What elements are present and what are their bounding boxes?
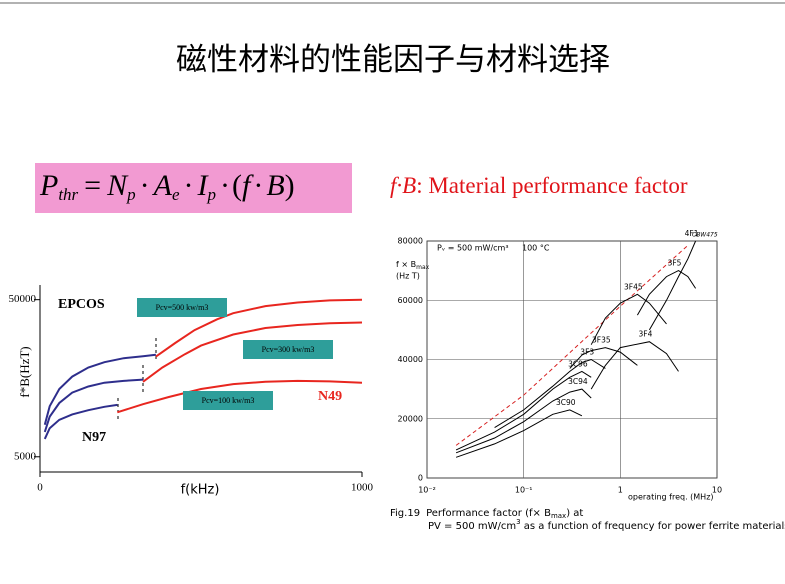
caption-part: Performance factor (f× B [426,508,551,519]
material-label: N49 [318,389,342,404]
definition: f·B: Material performance factor [390,173,688,198]
formula-box [35,163,352,213]
x-tick-label: 1 [618,486,623,495]
series-line [569,347,638,369]
series-line [590,341,679,390]
caption-part: Fig.19 [390,508,420,519]
formula-token: p [206,185,216,204]
series-line [155,298,363,358]
y-tick-label: 80000 [398,237,423,246]
series-line [455,409,583,458]
series-label: 3F4 [639,330,653,339]
formula-token: B [266,169,284,202]
series-label: 3F5 [668,259,682,268]
caption-part: ) at [566,508,583,519]
formula-token: · [220,169,230,202]
x-tick-label: 1000 [351,482,374,494]
series-line [142,321,363,383]
formula: Pthr = Np · Ae · Ip ·(f · B) [39,169,295,204]
formula-token: · [253,169,263,202]
y-label-part: max [416,264,430,271]
series-line [43,353,157,425]
series-line [636,270,697,316]
formula-token: N [106,169,129,202]
y-tick-label: 50000 [9,293,37,305]
brand: EPCOS [58,297,105,312]
annotation-box [243,340,333,359]
series-label: 3F45 [624,282,643,291]
formula-token: ) [285,169,295,202]
series-line [455,370,592,451]
chart-header: CBW475 [692,232,718,239]
caption-part: max [551,512,566,520]
series-line [43,403,118,440]
definition-symbol: f·B [390,173,416,198]
x-tick-label: 0 [37,482,43,494]
annotation: Pcv=300 kw/m3 [262,345,315,354]
annotation: Pcv=100 kw/m3 [202,396,255,405]
caption-part: as a function of frequency for power fer… [521,521,785,532]
series-label: 3C96 [568,359,588,368]
material-label: N97 [82,430,106,445]
y-axis-label: f × Bmax [396,260,430,271]
formula-token: = [84,169,101,202]
formula-token: I [196,169,209,202]
series-line [116,379,363,414]
series-line [43,378,144,433]
slide-title: 磁性材料的性能因子与材料选择 [176,42,610,77]
y-tick-label: 5000 [14,450,37,462]
formula-token: A [152,169,173,202]
annotation-box [137,298,227,317]
series-label: 4F1 [685,229,699,238]
y-label-part: f × B [396,260,416,269]
x-axis-label: f(kHz) [181,483,220,498]
series-line [494,358,606,429]
definition-text: : Material performance factor [416,173,688,198]
caption-part: PV = 500 mW/cm [428,521,516,532]
annotation-box [183,391,273,410]
y-axis-label: f*B(HzT) [17,346,32,397]
formula-token: · [140,169,150,202]
x-tick-label: 10⁻² [418,486,436,495]
series-label: 3F35 [592,336,611,345]
series-line [590,293,667,345]
caption: PV = 500 mW/cm3 as a function of frequen… [428,518,785,532]
formula-token: P [39,169,58,202]
y-axis-label: (Hz T) [396,272,420,281]
series-label: 3C90 [556,398,576,407]
formula-token: · [183,169,193,202]
x-tick-label: 10 [712,486,722,495]
x-axis-label: operating freq. (MHz) [628,493,714,502]
chart-header: Pᵥ = 500 mW/cm³ [437,244,509,253]
chart-header: 100 °C [522,244,550,253]
caption-part: 3 [516,518,520,526]
formula-token: e [172,185,180,204]
series-line [648,240,697,331]
annotation: Pcv=500 kw/m3 [156,303,209,312]
envelope-line [455,245,689,446]
formula-token: ( [232,169,242,202]
caption: Fig.19 Performance factor (f× Bmax) at [390,508,583,520]
y-tick-label: 40000 [398,355,423,364]
formula-token: thr [58,185,78,204]
series-label: 3C94 [568,377,588,386]
x-tick-label: 10⁻¹ [515,486,533,495]
series-line [455,388,592,454]
y-tick-label: 60000 [398,296,423,305]
formula-token: p [126,185,136,204]
y-tick-label: 20000 [398,414,423,423]
y-tick-label: 0 [418,474,423,483]
